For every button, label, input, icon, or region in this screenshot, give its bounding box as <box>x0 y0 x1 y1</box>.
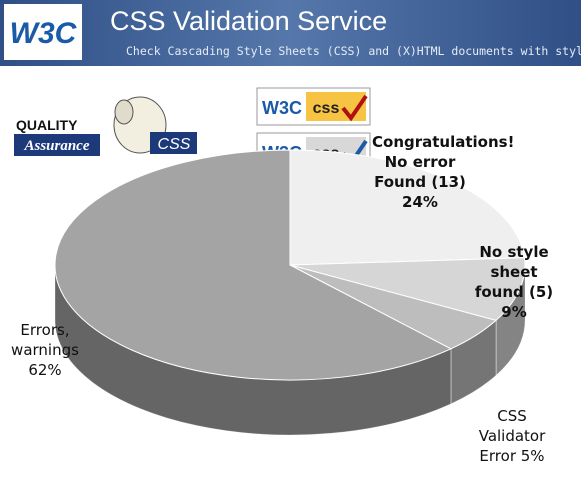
title: CSS Validation Service <box>110 6 387 36</box>
slice <box>289 257 526 321</box>
side-shade <box>495 265 525 376</box>
banner <box>0 0 581 66</box>
data-label: No style sheet found (5) 9% <box>468 242 560 322</box>
category-label: Congratulations! No error Found (13) <box>372 133 515 191</box>
data-label: CSS Validator Error 5% <box>470 406 554 466</box>
category-label: CSS Validator Error <box>478 407 546 465</box>
check <box>341 94 368 122</box>
value-label: 62% <box>28 361 62 379</box>
subtitle: Check Cascading Style Sheets (CSS) and (… <box>126 44 581 58</box>
pie <box>54 149 526 436</box>
category-label: No style sheet found (5) <box>474 243 554 301</box>
slice <box>54 149 453 381</box>
side-shade <box>450 320 496 404</box>
side-shade <box>55 265 451 435</box>
value-label: 9% <box>501 303 527 321</box>
qa-logo-box <box>14 134 100 156</box>
qa-logo-top: QUALITY <box>16 117 78 133</box>
value-label: 5% <box>520 447 545 465</box>
slice <box>289 149 526 266</box>
w3c-logo-box <box>4 4 82 60</box>
data-label: Errors, warnings 62% <box>2 320 88 380</box>
badge-w3c: W3C <box>262 98 302 118</box>
badge: W3C css <box>256 87 371 126</box>
category-label: Errors, warnings <box>11 321 79 359</box>
w3c-logo: W3C <box>10 17 78 50</box>
badge-css-box <box>306 92 366 121</box>
badge-css: css <box>313 100 340 117</box>
sheep-box <box>150 132 197 154</box>
sheep-text: CSS <box>158 136 191 153</box>
qa-logo-text: Assurance <box>23 138 89 154</box>
sheep-head <box>114 99 134 125</box>
value-label: 24% <box>402 193 438 211</box>
data-label: Congratulations! No error Found (13) 24% <box>372 132 514 212</box>
